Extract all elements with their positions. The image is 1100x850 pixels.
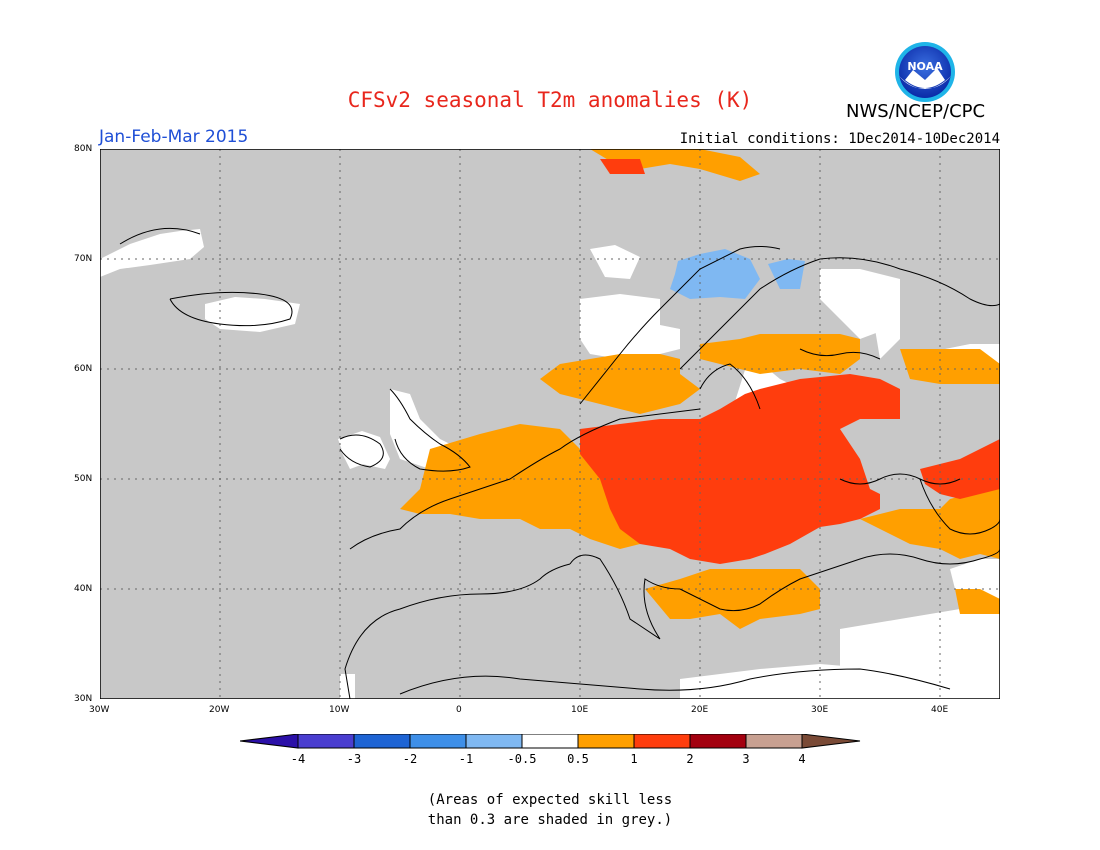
lat-tick: 30N xyxy=(74,694,93,704)
graticule xyxy=(100,149,1000,699)
lat-tick: 70N xyxy=(74,254,93,264)
anomaly-map xyxy=(100,149,1000,699)
colorbar-box xyxy=(353,734,411,749)
lon-tick: 10E xyxy=(571,705,589,715)
colorbar-label: 1 xyxy=(630,752,637,766)
lat-tick: 80N xyxy=(74,144,93,154)
colorbar-label: -2 xyxy=(403,752,417,766)
colorbar-box xyxy=(689,734,747,749)
colorbar-box xyxy=(633,734,691,749)
lat-tick: 40N xyxy=(74,584,93,594)
colorbar-max-arrow xyxy=(801,734,861,749)
colorbar-box xyxy=(297,734,355,749)
lon-tick: 30E xyxy=(811,705,829,715)
organization-label: NWS/NCEP/CPC xyxy=(846,101,986,122)
lon-tick: 0 xyxy=(456,705,462,715)
skill-note: (Areas of expected skill less than 0.3 a… xyxy=(0,790,1100,830)
colorbar-box xyxy=(409,734,467,749)
colorbar-label: -1 xyxy=(459,752,473,766)
logo-text: NOAA xyxy=(907,60,943,73)
colorbar-box xyxy=(745,734,803,749)
lon-tick: 20E xyxy=(691,705,709,715)
colorbar-label: -4 xyxy=(291,752,305,766)
colorbar-box xyxy=(577,734,635,749)
colorbar-label: 4 xyxy=(798,752,805,766)
noaa-logo-icon: NOAA xyxy=(895,42,955,102)
colorbar-label: -0.5 xyxy=(508,752,537,766)
colorbar-label: 0.5 xyxy=(567,752,589,766)
colorbar-label: 3 xyxy=(742,752,749,766)
colorbar: -4 -3 -2 -1 -0.5 0.5 1 2 3 4 xyxy=(240,734,861,766)
colorbar-min-arrow xyxy=(240,734,299,749)
initial-conditions: Initial conditions: 1Dec2014-10Dec2014 xyxy=(679,131,1000,147)
slight-cold-regions xyxy=(670,249,805,299)
lon-tick: 30W xyxy=(89,705,110,715)
lon-tick: 40E xyxy=(931,705,949,715)
lat-tick: 60N xyxy=(74,364,93,374)
colorbar-box xyxy=(465,734,523,749)
coastlines xyxy=(119,227,1000,699)
lon-tick: 10W xyxy=(329,705,350,715)
colorbar-label: 2 xyxy=(686,752,693,766)
lon-tick: 20W xyxy=(209,705,230,715)
chart-title: CFSv2 seasonal T2m anomalies (K) xyxy=(347,88,753,112)
colorbar-box xyxy=(521,734,579,749)
forecast-period: Jan-Feb-Mar 2015 xyxy=(99,127,249,147)
skill-note-line: (Areas of expected skill less xyxy=(427,792,673,808)
skill-note-line: than 0.3 are shaded in grey.) xyxy=(427,812,673,828)
map-background xyxy=(100,149,1000,699)
lat-tick: 50N xyxy=(74,474,93,484)
colorbar-label: -3 xyxy=(347,752,361,766)
